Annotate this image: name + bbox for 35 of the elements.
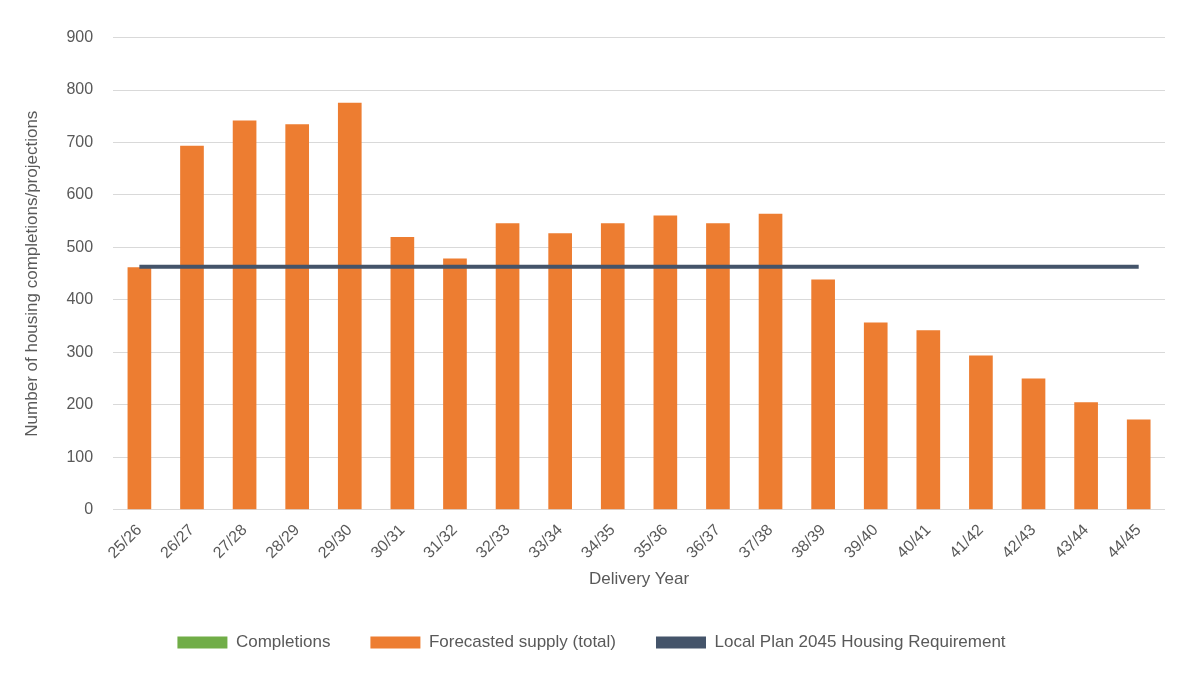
bar: [390, 236, 415, 510]
y-axis-title: Number of housing completions/projections: [21, 110, 41, 437]
bar: [811, 279, 835, 510]
y-tick-label: 700: [66, 132, 94, 150]
y-tick-label: 0: [84, 500, 94, 518]
bar: [600, 223, 625, 510]
legend-label: Forecasted supply (total): [428, 632, 617, 652]
bar: [285, 124, 310, 510]
y-tick-label: 800: [66, 80, 94, 98]
bar: [337, 102, 362, 510]
bar: [495, 223, 520, 510]
y-tick-label: 400: [66, 290, 94, 308]
bar: [127, 267, 152, 510]
bar: [1074, 402, 1098, 510]
bar: [180, 145, 204, 510]
y-tick-label: 900: [66, 28, 94, 46]
y-tick-label: 600: [66, 185, 94, 203]
bar: [1021, 378, 1046, 510]
y-tick-label: 200: [66, 395, 94, 413]
legend-label: Local Plan 2045 Housing Requirement: [714, 632, 1006, 652]
bar: [916, 330, 941, 510]
bar: [706, 223, 730, 510]
bar: [548, 233, 572, 510]
bar: [863, 322, 888, 510]
bar: [758, 213, 783, 510]
bar: [653, 215, 678, 510]
legend-label: Completions: [235, 632, 331, 652]
y-tick-label: 500: [66, 237, 94, 255]
y-tick-label: 100: [66, 447, 94, 465]
bar: [969, 355, 993, 510]
bar: [1126, 419, 1151, 510]
bar: [443, 258, 467, 510]
bar: [232, 120, 257, 510]
x-axis-title: Delivery Year: [588, 569, 690, 589]
y-tick-label: 300: [66, 342, 94, 360]
